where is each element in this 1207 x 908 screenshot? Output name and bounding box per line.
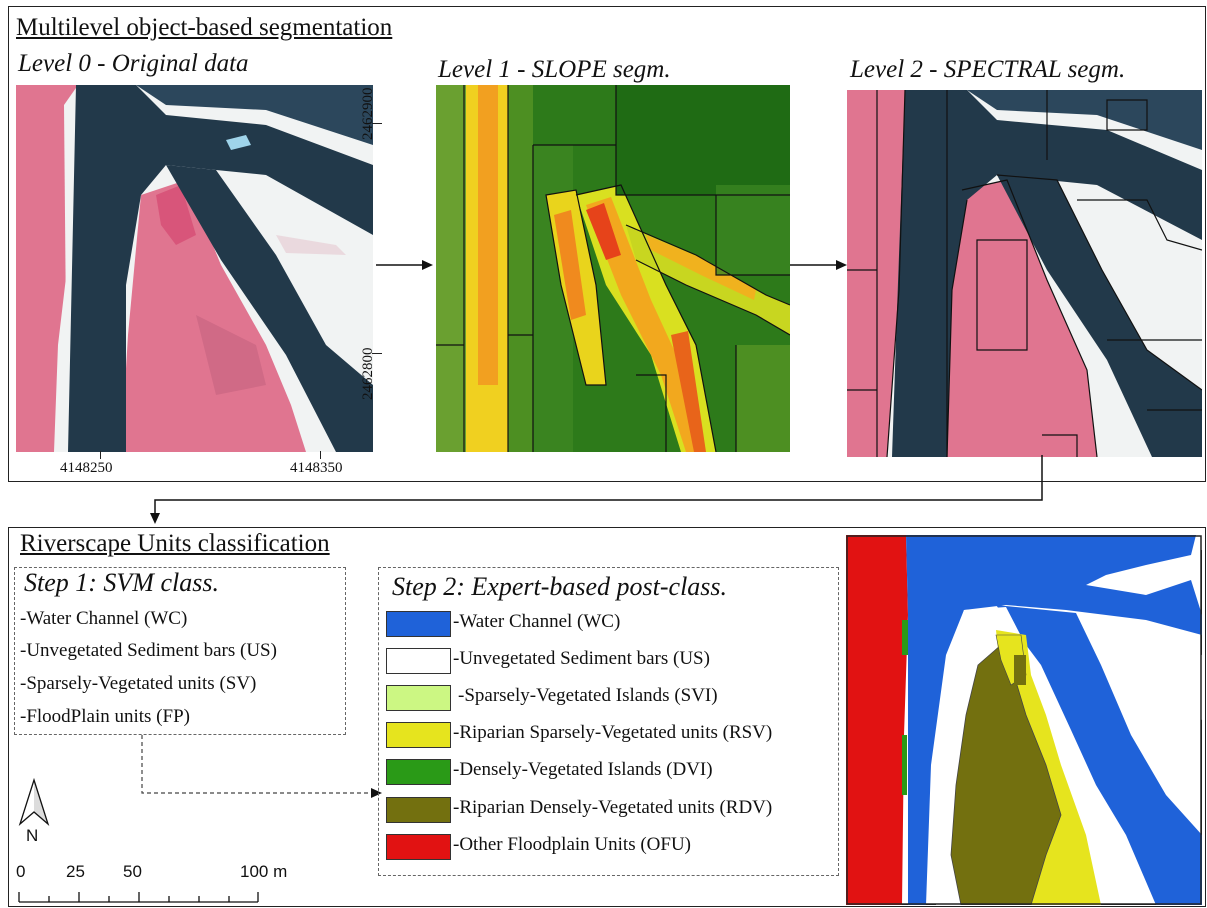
scale-tick-100: 100 m	[240, 862, 288, 881]
north-label: N	[26, 826, 39, 845]
step1-title: Step 1: SVM class.	[24, 568, 219, 597]
legend-label-us: -Unvegetated Sediment bars (US)	[453, 648, 710, 669]
level0-x-tick-right: 4148350	[290, 460, 343, 476]
legend-swatch-wc	[386, 611, 451, 637]
step1-to-step2-connector	[141, 735, 382, 798]
step1-item: -Water Channel (WC)	[20, 608, 188, 629]
step1-item: -Unvegetated Sediment bars (US)	[20, 640, 277, 661]
classified-map	[846, 535, 1202, 905]
legend-label-ofu: -Other Floodplain Units (OFU)	[453, 834, 692, 855]
legend-swatch-rsv	[386, 722, 451, 748]
legend-swatch-us	[386, 648, 451, 674]
level0-x-tick-line-left	[100, 451, 101, 459]
scale-tick-0: 0	[16, 862, 26, 881]
legend-swatch-dvi	[386, 759, 451, 785]
legend-swatch-rdv	[386, 797, 451, 823]
classification-heading: Riverscape Units classification	[20, 530, 330, 557]
level2-title: Level 2 - SPECTRAL segm.	[850, 56, 1126, 83]
step2-title: Step 2: Expert-based post-class.	[392, 572, 728, 601]
legend-label-dvi: -Densely-Vegetated Islands (DVI)	[453, 759, 713, 780]
level1-image	[436, 85, 790, 452]
legend-swatch-ofu	[386, 834, 451, 860]
scale-tick-25: 25	[66, 862, 85, 881]
arrow-level1-to-level2	[790, 260, 847, 270]
level2-image	[847, 90, 1202, 457]
level0-x-tick-line-right	[320, 451, 321, 459]
classification-frame	[8, 527, 1206, 907]
level0-y-tick-line-lower	[372, 353, 382, 354]
level0-title: Level 0 - Original data	[18, 50, 249, 77]
arrow-level0-to-level1	[376, 260, 433, 270]
connector-arrow-to-classification	[150, 455, 1043, 524]
legend-label-svi: -Sparsely-Vegetated Islands (SVI)	[458, 685, 718, 706]
level0-y-tick-upper: 2462900	[360, 87, 376, 141]
legend-label-rsv: -Riparian Sparsely-Vegetated units (RSV)	[453, 722, 773, 743]
scale-tick-50: 50	[123, 862, 142, 881]
level0-x-tick-left: 4148250	[60, 460, 113, 476]
level0-y-tick-line-upper	[372, 123, 382, 124]
legend-label-rdv: -Riparian Densely-Vegetated units (RDV)	[453, 797, 773, 818]
level1-title: Level 1 - SLOPE segm.	[438, 56, 671, 83]
step2-box	[378, 567, 839, 876]
level0-y-tick-lower: 2462800	[360, 347, 376, 401]
legend-swatch-svi	[386, 685, 451, 711]
legend-label-wc: -Water Channel (WC)	[453, 611, 621, 632]
level0-image	[16, 85, 373, 452]
step1-item: -FloodPlain units (FP)	[20, 706, 190, 727]
step1-item: -Sparsely-Vegetated units (SV)	[20, 673, 257, 694]
segmentation-frame	[8, 6, 1206, 482]
step1-box	[14, 567, 346, 735]
scale-bar	[18, 892, 259, 903]
segmentation-heading: Multilevel object-based segmentation	[16, 14, 393, 41]
north-arrow-icon	[18, 778, 50, 826]
